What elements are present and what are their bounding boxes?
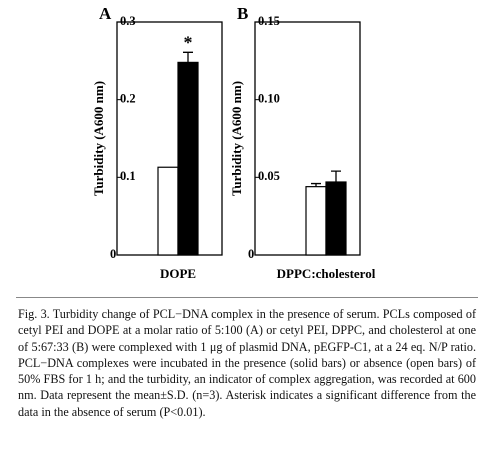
- x-tick-label: DOPE: [160, 266, 196, 281]
- y-axis-label: Turbidity (A600 nm): [229, 81, 244, 196]
- y-tick-label: 0.05: [258, 169, 280, 183]
- y-tick-label: 0.2: [120, 92, 136, 106]
- bar: [157, 166, 179, 256]
- y-tick-label: 0.15: [258, 14, 280, 28]
- y-axis-label: Turbidity (A600 nm): [91, 81, 106, 196]
- bar: [177, 61, 199, 256]
- y-tick-label: 0.10: [258, 92, 280, 106]
- caption: Fig. 3. Turbidity change of PCL−DNA comp…: [18, 307, 476, 419]
- y-tick-label: 0: [248, 247, 254, 261]
- error-bar: [183, 51, 193, 63]
- y-tick-label: 0: [110, 247, 116, 261]
- error-bar: [311, 182, 321, 187]
- panel-label: A: [99, 4, 112, 23]
- figure: A Turbidity (A600 nm) 0 0.1 0.2 0.3 DOPE * B Turb…: [91, 4, 376, 281]
- x-tick-label: DPPC:cholesterol: [277, 266, 376, 281]
- bar: [325, 181, 347, 256]
- error-bar: [331, 170, 341, 182]
- separator: [16, 297, 478, 298]
- bar: [305, 186, 327, 256]
- y-tick-label: 0.3: [120, 14, 136, 28]
- y-tick-label: 0.1: [120, 169, 136, 183]
- panel-label: B: [237, 4, 248, 23]
- annotation: *: [184, 32, 193, 52]
